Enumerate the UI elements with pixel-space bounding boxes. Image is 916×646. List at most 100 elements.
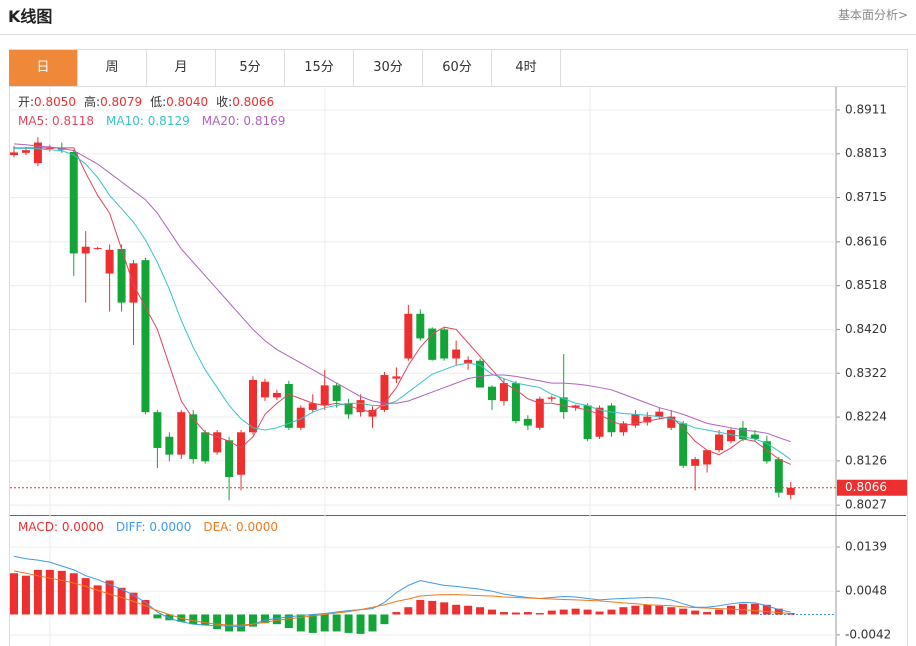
candle-body [237,432,246,475]
macd-bar [727,605,735,615]
macd-line [13,555,791,628]
macd-bar [715,609,724,615]
legend-entry: MACD: 0.0000 [18,520,104,534]
candle-body [607,405,616,433]
macd-bar [583,609,592,615]
macd-bar [344,614,353,633]
candle-body [260,381,269,398]
candle-body [511,383,520,422]
macd-bar [57,570,66,615]
ma-legend: MA5: 0.8118 MA10: 0.8129 MA20: 0.8169 [18,114,285,128]
period-tab[interactable]: 月 [147,50,216,86]
legend-entry: MA10: 0.8129 [106,114,190,128]
macd-bar [284,614,293,629]
period-tab[interactable]: 60分 [423,50,492,86]
macd-bar [260,614,269,624]
candle-body [727,430,735,442]
ohlc-legend: 开:0.8050 高:0.8079 低:0.8040 收:0.8066 [18,94,274,109]
candle-body [117,248,126,303]
candle-body [21,150,30,153]
candle-body [296,407,305,428]
candle-body [93,248,102,250]
macd-bar [10,573,18,615]
macd-bar [619,607,628,615]
candle-body [165,436,174,455]
candle-body [105,249,114,274]
period-tab[interactable]: 4时 [492,50,561,86]
macd-bar [452,604,461,615]
y-tick-label: 0.0048 [845,584,887,598]
candle-body [762,441,771,462]
y-tick-label: 0.8027 [845,498,887,512]
candle-body [141,260,150,413]
macd-bar [559,609,568,615]
ohlc-key: 收: [216,95,232,109]
macd-bar [523,612,532,615]
macd-bar [213,614,222,630]
macd-bar [547,610,556,615]
period-tab[interactable]: 5分 [216,50,285,86]
macd-bar [296,614,305,632]
candle-body [416,313,425,339]
period-tab[interactable]: 30分 [354,50,423,86]
macd-bar [249,614,257,627]
divider [0,34,916,35]
period-tab[interactable]: 日 [9,50,78,86]
macd-bar [153,614,162,619]
legend-entry: MA5: 0.8118 [18,114,94,128]
legend-entry: DEA: 0.0000 [203,520,278,534]
macd-bar [201,614,210,626]
macd-bar [69,573,78,615]
period-tabs: 日周月 5分 15分 30分 60分 4时 [9,50,561,86]
candle-body [213,432,222,453]
candle-body [750,434,759,439]
macd-bar [416,599,425,615]
macd-bar [117,587,126,615]
candle-body [392,376,401,379]
ohlc-key: 开: [18,95,34,109]
macd-bar [607,609,616,615]
period-tab[interactable]: 15分 [285,50,354,86]
period-tab[interactable]: 周 [78,50,147,86]
legend-entry: MA20: 0.8169 [202,114,286,128]
ohlc-value: 0.8040 [166,95,208,109]
ohlc-value: 0.8066 [232,95,274,109]
fundamental-link[interactable]: 基本面分析> [837,8,908,22]
macd-line [13,570,791,626]
candle-body [440,329,449,359]
macd-bar [428,600,437,615]
ohlc-value: 0.8079 [100,95,142,109]
y-tick-label: 0.8715 [845,190,887,204]
y-tick-label: -0.0042 [845,627,891,641]
macd-bar [643,604,652,615]
candle-body [643,416,652,423]
legend-entry: DIFF: 0.0000 [116,520,192,534]
macd-bar [320,614,329,632]
candle-body [320,385,329,406]
macd-bar [404,607,413,615]
macd-bar [762,604,771,615]
candle-body [667,416,676,428]
macd-bar [511,612,520,615]
macd-bar [356,614,365,634]
macd-bar [655,605,664,615]
macd-bar [165,614,174,621]
candle-body [368,409,377,417]
candle-body [153,412,162,448]
y-tick-label: 0.0139 [845,540,887,554]
candle-body [691,459,700,466]
candle-body [619,423,628,433]
y-tick-label: 0.8518 [845,278,887,292]
candle-body [308,403,317,410]
candle-body [523,418,532,426]
macd-bar [750,603,759,615]
macd-bar [667,607,676,615]
macd-bar [225,614,234,632]
y-tick-label: 0.8616 [845,234,887,248]
macd-bar [129,592,138,615]
candle-body [774,459,783,493]
candle-body [631,414,640,426]
macd-bar [535,613,544,615]
